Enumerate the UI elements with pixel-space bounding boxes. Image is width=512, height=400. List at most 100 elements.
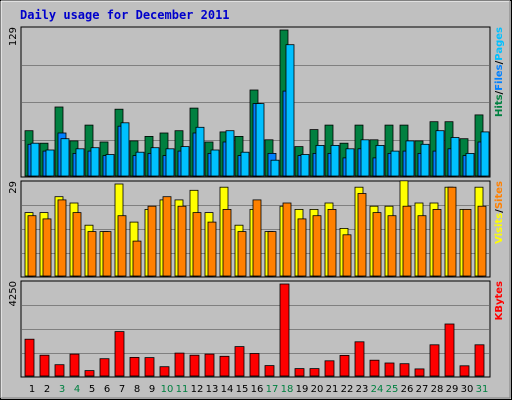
bar-pages-day-20 <box>315 144 325 177</box>
bar-pages-day-22 <box>345 148 355 177</box>
bar-kbytes-day-4 <box>69 353 80 377</box>
bar-kbytes-day-29 <box>444 323 455 377</box>
bar-kbytes-day-13 <box>204 353 215 377</box>
panel-bottom-legend: KBytes <box>494 281 505 320</box>
bar-kbytes-day-30 <box>459 365 470 377</box>
x-label-day-5: 5 <box>89 384 95 395</box>
bar-sites-day-2 <box>42 218 52 277</box>
bar-sites-day-3 <box>57 199 67 277</box>
legend-separator: / <box>494 90 505 94</box>
bar-pages-day-27 <box>420 143 430 177</box>
bar-pages-day-28 <box>435 130 445 177</box>
bar-kbytes-day-28 <box>429 344 440 377</box>
bar-sites-day-19 <box>297 218 307 277</box>
bar-pages-day-24 <box>375 144 385 177</box>
chart-title: Daily usage for December 2011 <box>20 8 230 22</box>
bar-sites-day-13 <box>207 221 217 277</box>
bar-sites-day-5 <box>87 231 97 277</box>
bar-kbytes-day-6 <box>99 358 110 377</box>
bar-kbytes-day-16 <box>249 353 260 377</box>
bar-sites-day-1 <box>27 215 37 277</box>
bar-kbytes-day-9 <box>144 357 155 377</box>
panel-visits-sites: 29 Visits/Sites <box>8 180 505 278</box>
bar-pages-day-8 <box>135 151 145 177</box>
panel-middle-legend: Visits/Sites <box>494 181 505 244</box>
bar-sites-day-4 <box>72 212 82 277</box>
panel-kbytes: 4250 KBytes <box>8 280 505 378</box>
bar-sites-day-30 <box>462 208 472 277</box>
x-label-day-17: 17 <box>266 384 279 395</box>
bar-pages-day-23 <box>360 139 370 177</box>
x-label-day-22: 22 <box>341 384 354 395</box>
panel-middle-max-label: 29 <box>8 181 19 194</box>
panel-top-max-label: 129 <box>8 27 19 46</box>
bar-pages-day-16 <box>255 103 265 177</box>
x-label-day-23: 23 <box>356 384 369 395</box>
bar-pages-day-6 <box>105 154 115 177</box>
bar-pages-day-11 <box>180 146 190 177</box>
bar-sites-day-22 <box>342 234 352 277</box>
bar-kbytes-day-5 <box>84 370 95 377</box>
bar-pages-day-31 <box>480 131 490 177</box>
legend-separator: / <box>494 60 505 64</box>
legend-separator: / <box>494 209 505 213</box>
bar-kbytes-day-8 <box>129 356 140 377</box>
bar-sites-day-29 <box>447 186 457 277</box>
x-label-day-1: 1 <box>29 384 35 395</box>
bar-pages-day-3 <box>60 138 70 177</box>
bar-kbytes-day-19 <box>294 368 305 377</box>
bar-kbytes-day-18 <box>279 283 290 377</box>
x-label-day-9: 9 <box>149 384 155 395</box>
bar-pages-day-2 <box>45 149 55 177</box>
x-label-day-13: 13 <box>206 384 219 395</box>
bar-sites-day-16 <box>252 199 262 277</box>
bar-sites-day-21 <box>327 208 337 277</box>
bar-sites-day-25 <box>387 215 397 277</box>
x-label-day-11: 11 <box>176 384 189 395</box>
bar-pages-day-5 <box>90 147 100 177</box>
x-label-day-18: 18 <box>281 384 294 395</box>
bar-kbytes-day-31 <box>474 344 485 377</box>
bar-sites-day-14 <box>222 208 232 277</box>
bar-pages-day-18 <box>285 44 295 177</box>
panel-hits-files-pages: 129 Hits/Files/Pages <box>8 26 505 178</box>
x-label-day-29: 29 <box>446 384 459 395</box>
x-label-day-14: 14 <box>221 384 234 395</box>
bar-pages-day-25 <box>390 150 400 177</box>
x-label-day-21: 21 <box>326 384 339 395</box>
bar-pages-day-21 <box>330 144 340 177</box>
bar-sites-day-9 <box>147 205 157 277</box>
bar-sites-day-23 <box>357 193 367 277</box>
bar-pages-day-14 <box>225 130 235 177</box>
panel-bottom-bars <box>22 283 489 377</box>
bar-sites-day-6 <box>102 231 112 277</box>
bar-pages-day-19 <box>300 154 310 177</box>
bar-pages-day-10 <box>165 148 175 177</box>
bar-sites-day-28 <box>432 208 442 277</box>
bar-sites-day-17 <box>267 231 277 277</box>
legend-visits: Visits <box>494 213 505 244</box>
legend-sites: Sites <box>494 181 505 209</box>
x-label-day-26: 26 <box>401 384 414 395</box>
x-label-day-24: 24 <box>371 384 384 395</box>
bar-kbytes-day-27 <box>414 368 425 377</box>
bar-kbytes-day-1 <box>24 338 35 377</box>
bar-pages-day-1 <box>30 142 40 177</box>
bar-kbytes-day-21 <box>324 360 335 377</box>
bar-kbytes-day-22 <box>339 354 350 377</box>
bar-sites-day-27 <box>417 215 427 277</box>
bar-kbytes-day-23 <box>354 341 365 377</box>
bar-kbytes-day-10 <box>159 366 170 377</box>
bar-pages-day-13 <box>210 149 220 177</box>
bar-kbytes-day-7 <box>114 331 125 377</box>
bar-sites-day-15 <box>237 231 247 277</box>
legend-hits: Hits <box>494 94 505 117</box>
panel-bottom-max-label: 4250 <box>8 281 19 306</box>
bar-sites-day-31 <box>477 205 487 277</box>
x-label-day-30: 30 <box>461 384 474 395</box>
legend-pages: Pages <box>494 27 505 61</box>
bar-sites-day-8 <box>132 240 142 277</box>
bar-pages-day-7 <box>120 122 130 177</box>
legend-files: Files <box>494 64 505 90</box>
